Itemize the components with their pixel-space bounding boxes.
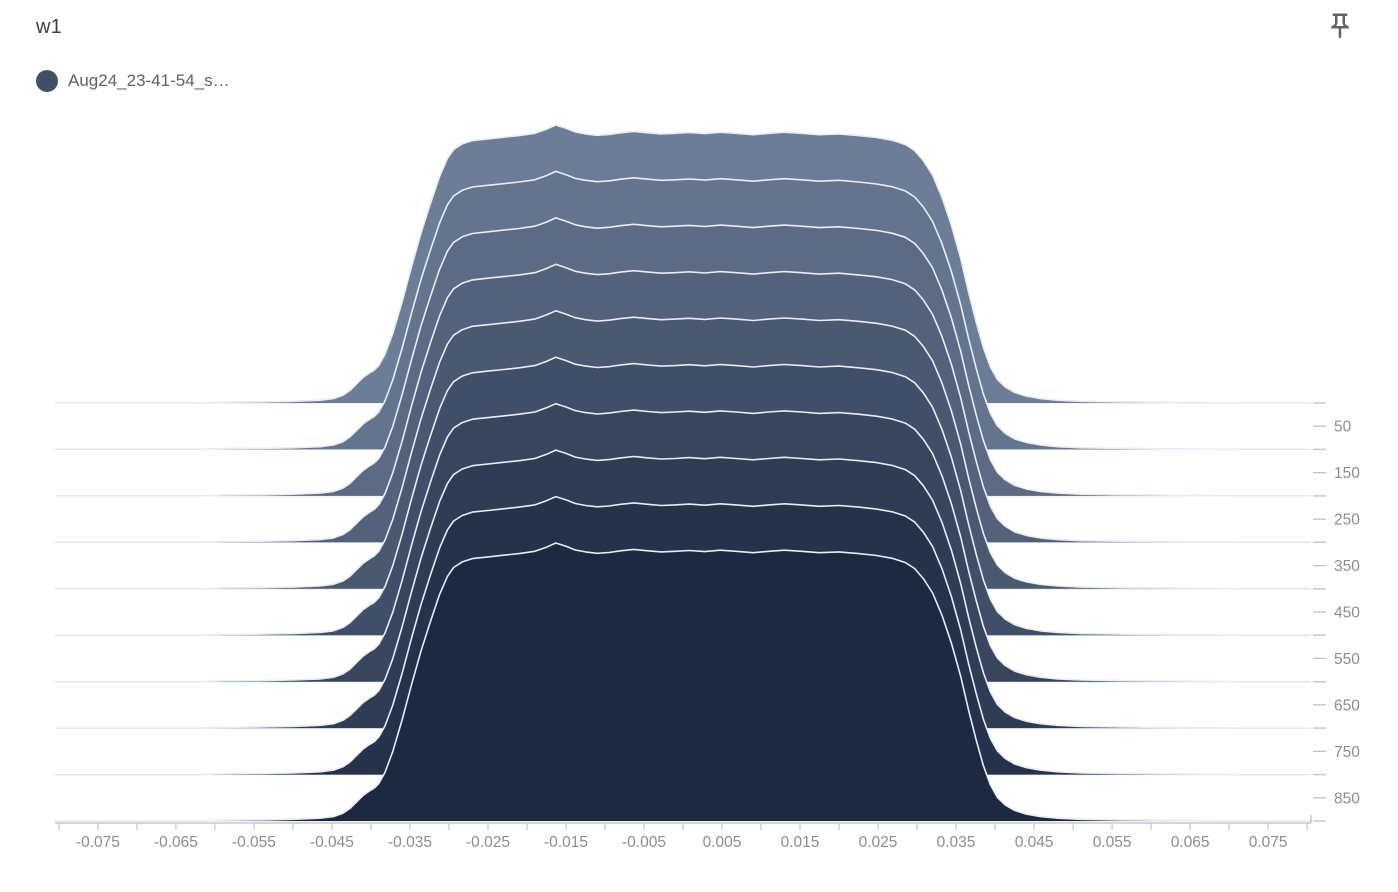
x-axis-tick-label: -0.005 (622, 834, 666, 851)
x-axis-tick-label: 0.075 (1249, 834, 1288, 851)
x-axis-tick-label: 0.035 (937, 834, 976, 851)
step-axis-tick-label: 850 (1334, 790, 1360, 807)
step-axis-tick-label: 150 (1334, 465, 1360, 482)
x-axis-tick-label: 0.045 (1015, 834, 1054, 851)
ridge-outline (199, 356, 1239, 636)
ridge-outline (199, 217, 1239, 497)
x-axis-tick-label: 0.055 (1093, 834, 1132, 851)
push-pin-icon (1331, 13, 1349, 39)
x-axis-tick-label: -0.025 (466, 834, 510, 851)
run-label: Aug24_23-41-54_s… (68, 71, 230, 90)
x-axis-tick-label: 0.015 (781, 834, 820, 851)
ridge-outline (199, 449, 1239, 729)
ridge-outline (199, 542, 1239, 822)
step-axis-tick-label: 750 (1334, 744, 1360, 761)
x-axis-tick-label: 0.065 (1171, 834, 1210, 851)
ridge-outline (199, 495, 1239, 776)
x-axis-tick-label: -0.055 (232, 834, 276, 851)
x-axis-tick-label: -0.035 (388, 834, 432, 851)
x-axis-tick-label: -0.045 (310, 834, 354, 851)
histogram-ridges (199, 124, 1239, 822)
step-axis-tick-label: 250 (1334, 512, 1360, 529)
ridge-outline (199, 402, 1239, 683)
run-color-dot (36, 70, 58, 92)
step-axis-tick-label: 350 (1334, 558, 1360, 575)
ridge-outline (199, 263, 1239, 544)
pin-card-button[interactable] (1322, 8, 1358, 44)
step-axis: 50 150 250 350 450 550 650 750 850 (1313, 402, 1360, 822)
ridge-outline (199, 170, 1239, 451)
step-axis-tick-label: 650 (1334, 697, 1360, 714)
step-axis-tick-label: 50 (1334, 419, 1352, 436)
x-axis: -0.075 -0.065 -0.055 -0.045 -0.035 -0.025 -0.0… (55, 815, 1312, 851)
card-title: w1 (36, 16, 62, 38)
x-axis-tick-label: -0.065 (154, 834, 198, 851)
x-axis-tick-label: -0.075 (76, 834, 120, 851)
step-axis-tick-label: 450 (1334, 605, 1360, 622)
x-axis-tick-label: 0.025 (859, 834, 898, 851)
x-axis-tick-label: 0.005 (703, 834, 742, 851)
step-axis-tick-label: 550 (1334, 651, 1360, 668)
ridge-outline (199, 310, 1239, 590)
legend-item-run[interactable]: Aug24_23-41-54_s… (36, 70, 230, 92)
x-axis-tick-label: -0.015 (544, 834, 588, 851)
ridge-outline (199, 124, 1239, 404)
